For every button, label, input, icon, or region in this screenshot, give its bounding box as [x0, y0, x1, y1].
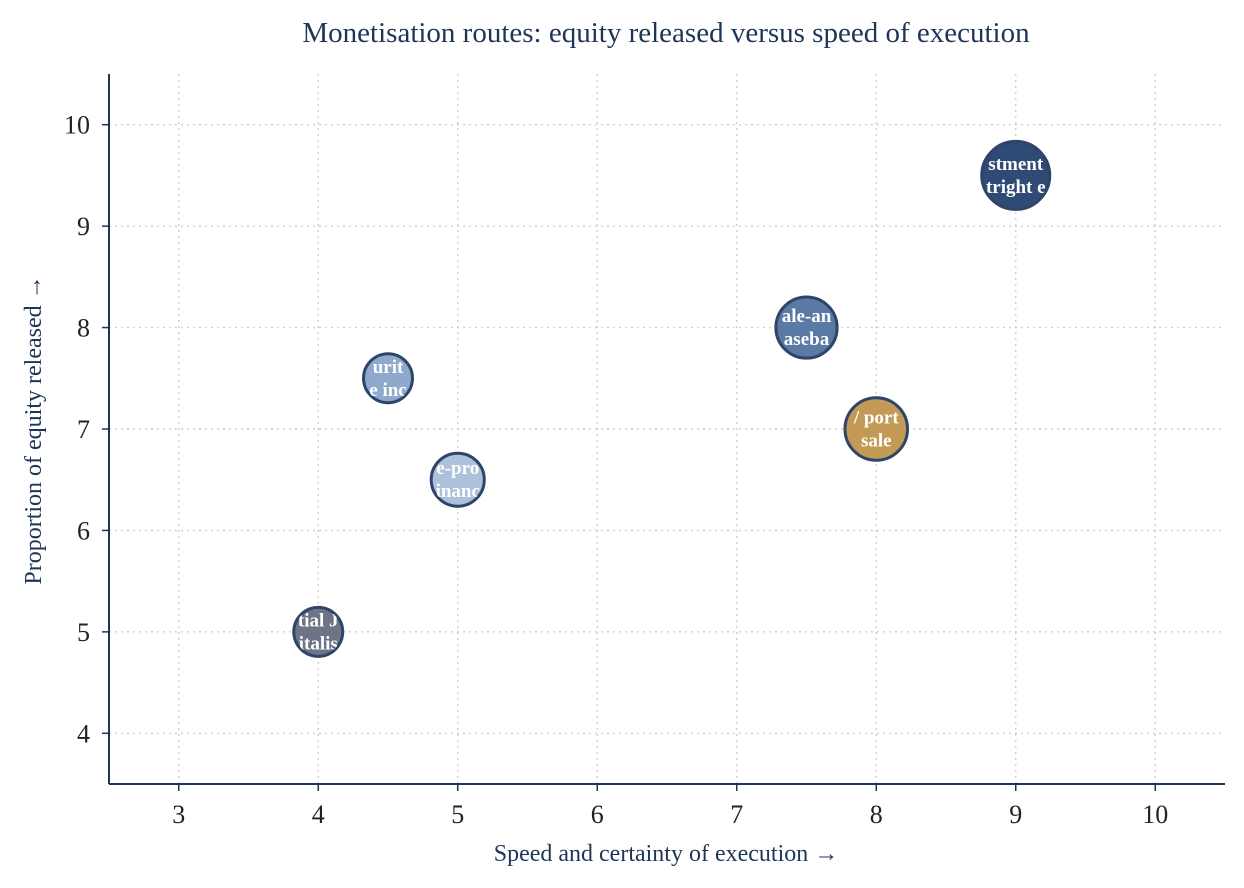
bubble-label: stment tright e [986, 154, 1046, 198]
y-tick-label: 8 [77, 314, 90, 343]
x-tick-label: 5 [451, 800, 464, 829]
y-axis-label: Proportion of equity released → [21, 275, 47, 584]
bubble-label: / port sale [853, 408, 900, 452]
bubble-label: e-pro inanc [436, 458, 480, 502]
bubble-point: e-pro inanc [429, 451, 486, 508]
bubble-marker [429, 451, 486, 508]
axis-ticks: 3 4 5 6 7 8 9 10 4 5 6 7 8 9 10 [64, 111, 1168, 829]
y-tick-label: 6 [77, 516, 90, 545]
x-tick-label: 3 [172, 800, 185, 829]
bubble-marker [292, 605, 345, 658]
x-tick-label: 9 [1009, 800, 1022, 829]
bubble-marker [980, 139, 1052, 211]
grid-lines [109, 74, 1225, 784]
bubble-point: urit e inc [362, 352, 414, 405]
y-tick-label: 10 [64, 111, 90, 140]
x-tick-label: 8 [870, 800, 883, 829]
x-tick-label: 4 [312, 800, 325, 829]
bubble-point: / port sale [843, 396, 910, 462]
bubble-label: ale-an aseba [782, 306, 832, 350]
chart-title: Monetisation routes: equity released ver… [302, 17, 1030, 49]
bubble-marker [843, 396, 910, 462]
x-tick-label: 7 [730, 800, 743, 829]
data-points: stment tright e ale-an aseba / port sale urit e… [292, 139, 1052, 658]
y-tick-label: 5 [77, 618, 90, 647]
y-tick-label: 7 [77, 415, 90, 444]
y-tick-label: 9 [77, 212, 90, 241]
bubble-label: urit e inc [369, 357, 406, 401]
x-tick-label: 6 [591, 800, 604, 829]
bubble-point: ale-an aseba [774, 295, 839, 360]
bubble-marker [774, 295, 839, 360]
y-tick-label: 4 [77, 719, 90, 748]
bubble-marker [362, 352, 414, 405]
bubble-point: stment tright e [980, 139, 1052, 211]
x-tick-label: 10 [1142, 800, 1168, 829]
x-axis-label: Speed and certainty of execution → [494, 841, 839, 867]
